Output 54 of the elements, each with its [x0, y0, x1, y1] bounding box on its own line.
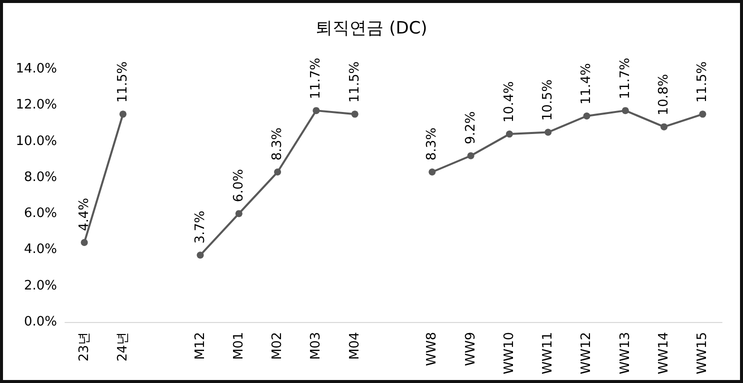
- x-tick-label: M03: [308, 332, 324, 360]
- data-label: 6.0%: [231, 169, 246, 202]
- y-tick-label: 6.0%: [24, 206, 57, 222]
- point: [80, 238, 88, 246]
- data-label: 8.3%: [424, 127, 440, 161]
- data-label: 11.5%: [695, 61, 710, 103]
- point: [312, 107, 320, 114]
- y-tick-label: 2.0%: [24, 278, 57, 294]
- x-tick-label: WW9: [463, 332, 478, 366]
- x-tick-label: M01: [231, 332, 246, 360]
- x-tick-label: M02: [270, 332, 286, 360]
- y-tick-label: 14.0%: [16, 62, 57, 76]
- data-label: 11.4%: [579, 63, 594, 104]
- x-tick-label: WW10: [502, 332, 517, 374]
- data-label: 8.3%: [270, 127, 286, 161]
- data-label: 10.5%: [540, 79, 556, 121]
- point: [274, 168, 282, 176]
- point: [235, 210, 242, 218]
- x-tick-label: WW14: [656, 332, 672, 374]
- data-label: 9.2%: [463, 111, 478, 144]
- data-label: 4.4%: [76, 198, 92, 231]
- data-label: 3.7%: [192, 210, 208, 244]
- point: [428, 168, 436, 176]
- point: [467, 152, 474, 160]
- point: [196, 252, 204, 259]
- data-label: 10.4%: [502, 81, 517, 123]
- y-tick-label: 12.0%: [16, 98, 57, 113]
- data-label: 11.5%: [115, 61, 130, 103]
- x-tick-label: WW13: [618, 332, 633, 374]
- x-tick-label: WW15: [695, 332, 710, 374]
- y-tick-label: 8.0%: [24, 170, 57, 185]
- data-label: 11.7%: [618, 58, 633, 100]
- x-tick-label: 23년: [76, 332, 92, 362]
- point: [119, 110, 126, 118]
- point: [622, 107, 629, 114]
- point: [660, 123, 668, 130]
- x-tick-label: M04: [347, 332, 362, 360]
- point: [544, 128, 552, 136]
- x-tick-label: 24년: [115, 332, 130, 362]
- data-label: 11.5%: [347, 61, 362, 103]
- chart-title: 퇴직연금 (DC): [316, 18, 428, 38]
- y-tick-label: 10.0%: [16, 134, 57, 149]
- y-tick-label: 4.0%: [24, 242, 57, 258]
- x-tick-label: WW11: [540, 332, 556, 374]
- x-tick-label: M12: [192, 332, 208, 360]
- point: [351, 110, 358, 118]
- x-tick-label: WW12: [579, 332, 594, 374]
- point: [699, 110, 706, 118]
- x-tick-label: WW8: [424, 332, 440, 366]
- point: [506, 130, 513, 138]
- y-tick-label: 0.0%: [24, 314, 57, 330]
- point: [583, 112, 590, 120]
- data-label: 11.7%: [308, 58, 324, 100]
- data-label: 10.8%: [656, 74, 672, 116]
